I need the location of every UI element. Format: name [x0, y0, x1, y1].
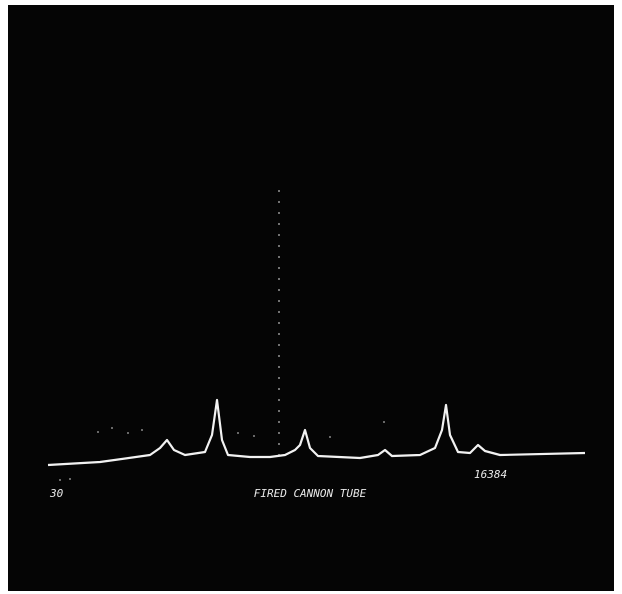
start-label: 30: [49, 487, 64, 500]
title-label: FIRED CANNON TUBE: [254, 487, 367, 500]
spectrum-trace: [47, 398, 586, 467]
noise-dots: [59, 421, 385, 481]
dot: [141, 429, 143, 431]
dot: [111, 427, 113, 429]
dot: [59, 479, 61, 481]
dot: [97, 431, 99, 433]
dot: [127, 432, 129, 434]
dot: [237, 432, 239, 434]
display-area: [8, 5, 614, 591]
dot: [329, 436, 331, 438]
dot: [383, 421, 385, 423]
dot: [69, 478, 71, 480]
count-label: 16384: [474, 468, 507, 481]
dot: [253, 435, 255, 437]
